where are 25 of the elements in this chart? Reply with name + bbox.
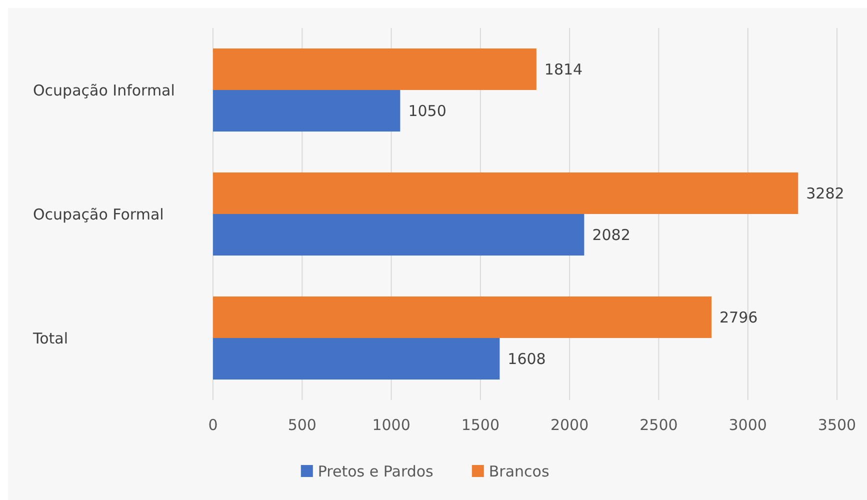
bar	[213, 90, 400, 132]
x-tick-label: 2000	[550, 416, 589, 434]
y-tick-label: Total	[32, 329, 68, 348]
bar	[213, 48, 536, 90]
bar	[213, 214, 584, 256]
y-tick-label: Ocupação Informal	[33, 81, 175, 100]
y-tick-label: Ocupação Formal	[33, 205, 164, 224]
legend-label: Pretos e Pardos	[318, 462, 434, 480]
data-label: 2796	[719, 308, 758, 326]
x-tick-label: 3500	[818, 416, 856, 434]
bar	[213, 296, 712, 338]
data-label: 1608	[508, 350, 546, 368]
data-label: 3282	[806, 184, 844, 202]
x-tick-label: 1000	[372, 416, 410, 434]
data-label: 1050	[408, 102, 446, 120]
data-label: 2082	[592, 226, 630, 244]
x-tick-label: 2500	[640, 416, 678, 434]
bar	[213, 338, 500, 380]
legend-label: Brancos	[488, 462, 550, 480]
x-tick-label: 3000	[728, 416, 767, 434]
x-tick-label: 500	[288, 416, 316, 434]
bar	[213, 172, 798, 214]
x-tick-label: 1500	[461, 416, 500, 434]
data-label: 1814	[544, 60, 583, 78]
x-tick-label: 0	[208, 416, 218, 434]
